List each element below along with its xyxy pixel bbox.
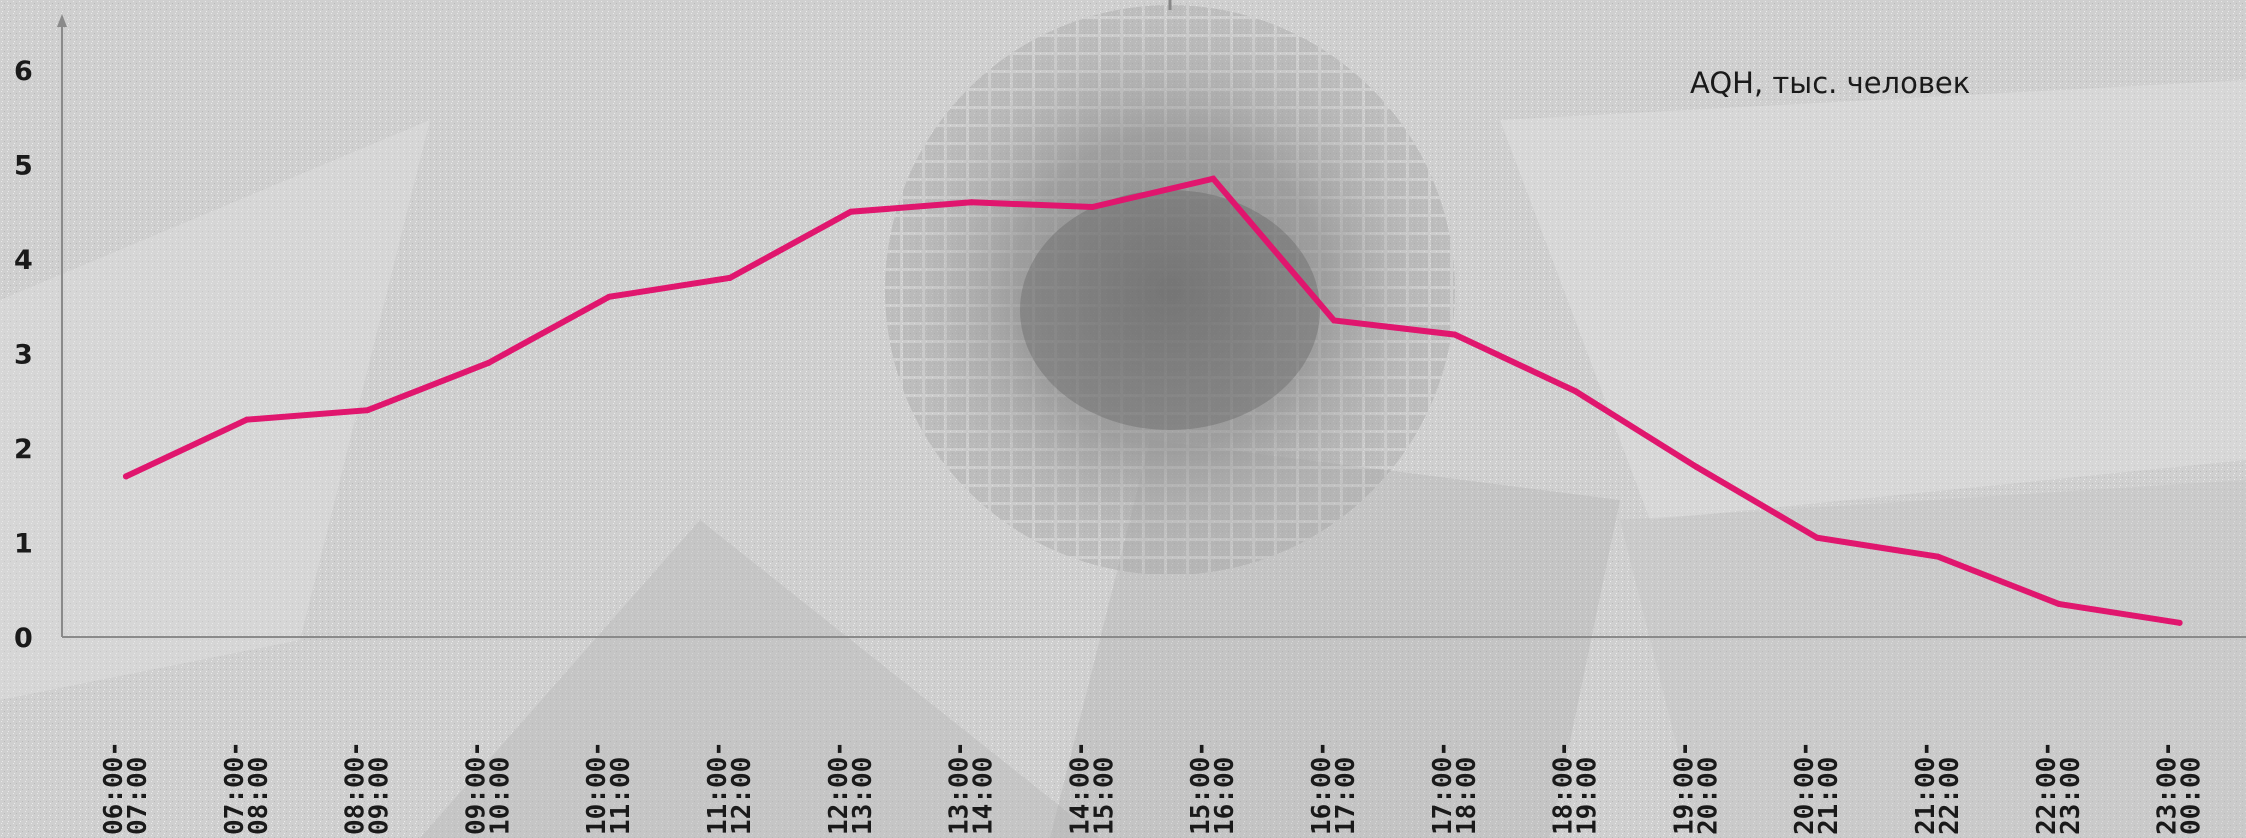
x-tick-label: 08:00-09:00	[341, 741, 395, 835]
x-tick-label: 23:00-00:00	[2153, 741, 2207, 835]
data-point	[1693, 463, 1700, 470]
data-point	[2176, 619, 2183, 626]
x-tick-label-line: 07:00-	[220, 741, 250, 835]
data-point	[364, 407, 371, 414]
y-tick-label: 6	[14, 56, 33, 87]
data-point	[1331, 317, 1337, 324]
data-point	[847, 208, 854, 215]
x-tick-label-line: 11:00-	[703, 741, 733, 835]
x-tick-label-line: 06:00-	[99, 741, 129, 835]
x-tick-label: 09:00-10:00	[461, 741, 515, 835]
x-tick-label-line: 22:00-	[2032, 741, 2062, 835]
x-tick-label-line: 17:00	[1331, 757, 1361, 835]
data-point	[2055, 600, 2062, 607]
x-tick-label-line: 13:00	[848, 757, 878, 835]
x-tick-label: 11:00-12:00	[703, 741, 757, 835]
y-tick-label: 4	[14, 245, 33, 276]
y-tick-labels: 0 1 2 3 4 5 6	[14, 56, 33, 654]
x-tick-label-line: 15:00	[1089, 757, 1119, 835]
series-layer	[123, 175, 2183, 626]
x-tick-label-line: 22:00	[1935, 757, 1965, 835]
x-tick-labels: 06:00-07:00 07:00-08:00 08:00-09:00 09:00-1…	[99, 741, 2207, 835]
x-tick-label-line: 14:00	[969, 757, 999, 835]
data-point	[727, 274, 733, 281]
x-tick-label-line: 23:00	[2056, 757, 2086, 835]
data-point	[1451, 331, 1458, 338]
axes	[57, 14, 2246, 638]
x-tick-label-line: 10:00	[485, 757, 515, 835]
data-point	[968, 199, 975, 206]
x-tick-label-line: 09:00-	[461, 741, 491, 835]
x-tick-label-line: 08:00	[244, 757, 274, 835]
x-tick-label-line: 12:00-	[824, 741, 854, 835]
x-tick-label-line: 08:00-	[341, 741, 371, 835]
y-tick-label: 2	[14, 434, 33, 465]
data-point	[123, 473, 129, 480]
x-tick-label: 18:00-19:00	[1549, 741, 1603, 835]
x-tick-label-line: 15:00-	[1186, 741, 1216, 835]
x-tick-label: 21:00-22:00	[1911, 741, 1965, 835]
legend-label: AQH, тыс. человек	[1690, 66, 1970, 100]
data-point	[243, 416, 250, 423]
series-line	[123, 175, 2183, 626]
x-tick-label: 07:00-08:00	[220, 741, 274, 835]
y-tick-label: 1	[14, 529, 33, 560]
data-point	[1935, 553, 1941, 560]
x-tick-label: 14:00-15:00	[1065, 741, 1119, 835]
x-tick-label: 06:00-07:00	[99, 741, 153, 835]
x-tick-label: 19:00-20:00	[1669, 741, 1723, 835]
x-tick-label-line: 20:00	[1693, 757, 1723, 835]
disco-ball-image	[885, 0, 1455, 575]
x-tick-label-line: 13:00-	[945, 741, 975, 835]
x-tick-label: 13:00-14:00	[945, 741, 999, 835]
x-tick-label-line: 00:00	[2177, 757, 2207, 835]
data-point	[1814, 534, 1821, 541]
x-tick-label: 10:00-11:00	[582, 741, 636, 835]
y-tick-label: 3	[14, 340, 33, 371]
x-tick-label: 15:00-16:00	[1186, 741, 1240, 835]
data-point	[1210, 175, 1217, 182]
x-tick-label-line: 07:00	[123, 757, 153, 835]
x-tick-label-line: 18:00-	[1549, 741, 1579, 835]
x-tick-label-line: 14:00-	[1065, 741, 1095, 835]
x-tick-label-line: 17:00-	[1428, 741, 1458, 835]
x-tick-label-line: 19:00-	[1669, 741, 1699, 835]
x-tick-label-line: 16:00-	[1307, 741, 1337, 835]
y-tick-label: 5	[14, 151, 33, 182]
x-tick-label-line: 21:00-	[1911, 741, 1941, 835]
data-point	[485, 359, 492, 366]
x-tick-label: 17:00-18:00	[1428, 741, 1482, 835]
x-tick-label: 22:00-23:00	[2032, 741, 2086, 835]
data-point	[1089, 204, 1096, 211]
x-tick-label-line: 12:00	[727, 757, 757, 835]
x-tick-label-line: 10:00-	[582, 741, 612, 835]
x-tick-label: 12:00-13:00	[824, 741, 878, 835]
y-tick-label: 0	[14, 623, 33, 654]
x-tick-label-line: 20:00-	[1790, 741, 1820, 835]
x-tick-label-line: 21:00	[1814, 757, 1844, 835]
x-tick-label-line: 23:00-	[2153, 741, 2183, 835]
data-point	[606, 293, 613, 300]
x-tick-label-line: 16:00	[1210, 757, 1240, 835]
x-tick-label-line: 18:00	[1452, 757, 1482, 835]
y-axis-arrow	[57, 14, 67, 27]
x-tick-label-line: 11:00	[606, 757, 636, 835]
x-tick-label-line: 09:00	[365, 757, 395, 835]
x-tick-label: 20:00-21:00	[1790, 741, 1844, 835]
x-tick-label-line: 19:00	[1573, 757, 1603, 835]
data-point	[1572, 388, 1579, 395]
x-tick-label: 16:00-17:00	[1307, 741, 1361, 835]
